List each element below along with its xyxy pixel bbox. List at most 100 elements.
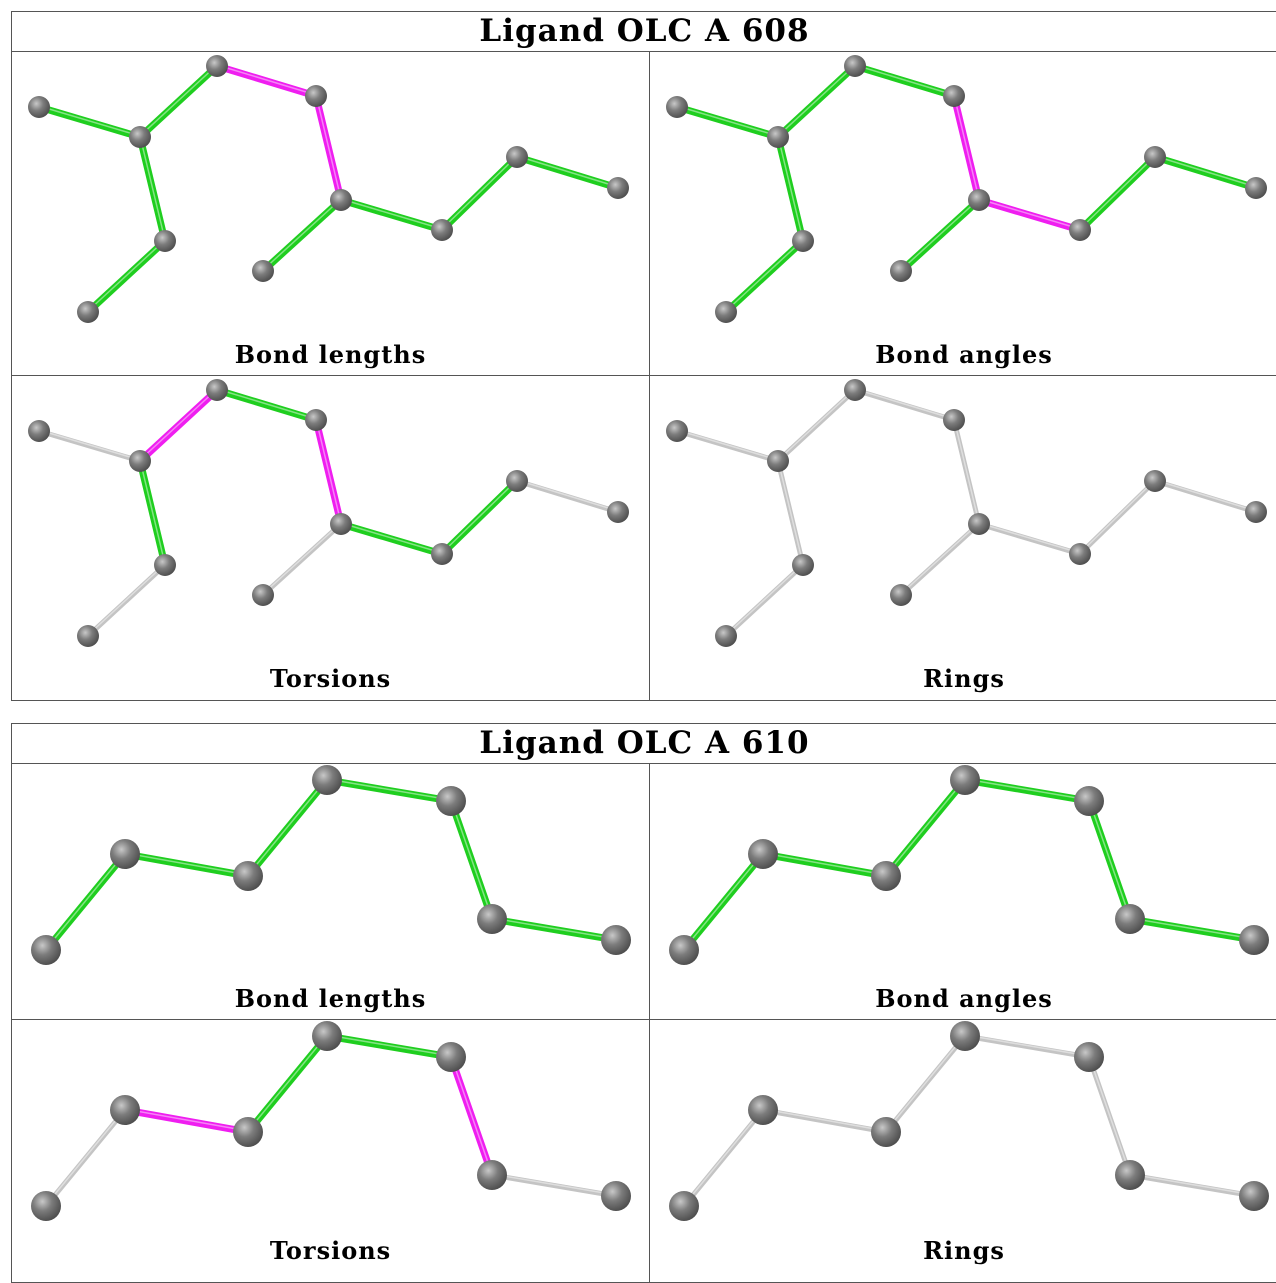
atom	[767, 126, 789, 148]
bond-highlight	[978, 198, 1081, 230]
molecule-diagram	[669, 1021, 1269, 1221]
bond-highlight	[216, 64, 317, 96]
atom	[1115, 904, 1145, 934]
panel-divider	[649, 763, 650, 1283]
atom	[129, 450, 151, 472]
bond-highlight	[900, 522, 980, 595]
atom	[252, 260, 274, 282]
bond	[489, 1172, 619, 1199]
atom	[792, 554, 814, 576]
molecule-diagram	[28, 379, 629, 647]
bond	[760, 1107, 889, 1135]
bond-highlight	[450, 1055, 493, 1175]
bond-highlight	[139, 459, 166, 565]
atom	[252, 584, 274, 606]
atom	[77, 301, 99, 323]
atom	[950, 1021, 980, 1051]
bond	[775, 458, 806, 568]
bond	[337, 196, 446, 234]
bond	[514, 478, 621, 515]
bond-highlight	[1088, 1055, 1131, 1175]
atom	[1144, 470, 1166, 492]
bond-highlight	[326, 1034, 452, 1057]
bond	[1126, 915, 1258, 944]
bond	[774, 62, 859, 141]
atom	[330, 513, 352, 535]
bond	[673, 103, 782, 141]
bond-highlight	[315, 418, 342, 524]
atom	[748, 839, 778, 869]
bond-highlight	[516, 155, 619, 188]
panel-bond-angles: Bond angles	[650, 52, 1276, 375]
bond-highlight	[964, 778, 1090, 801]
panel-label: Rings	[923, 1236, 1005, 1265]
atom	[601, 1181, 631, 1211]
bond	[438, 477, 521, 558]
bond	[1086, 1054, 1133, 1178]
bond	[488, 915, 620, 944]
bond-highlight	[762, 1108, 887, 1132]
atom	[206, 55, 228, 77]
bond	[447, 1053, 496, 1179]
panel-label: Bond lengths	[234, 984, 427, 1013]
ligand-block-608: Ligand OLC A 608 Bond lengths Bond angle…	[11, 11, 1276, 701]
bond	[312, 92, 345, 204]
bond-highlight	[45, 1108, 126, 1206]
atom	[715, 625, 737, 647]
atom	[943, 409, 965, 431]
bond-highlight	[139, 388, 218, 461]
atom	[871, 1117, 901, 1147]
bond-highlight	[1154, 155, 1257, 188]
bond	[1127, 1172, 1257, 1199]
atom	[431, 219, 453, 241]
bond	[121, 1106, 252, 1136]
bond-highlight	[441, 479, 518, 554]
ligand-title: Ligand OLC A 608	[12, 12, 1276, 52]
bond-highlight	[326, 778, 452, 801]
bond	[951, 417, 982, 527]
bond	[447, 797, 496, 923]
bond-highlight	[676, 429, 779, 461]
bond	[775, 387, 858, 464]
bond	[774, 133, 807, 245]
bond-highlight	[1129, 1173, 1255, 1196]
bond-highlight	[725, 563, 804, 636]
atom	[666, 96, 688, 118]
atom	[436, 1042, 466, 1072]
molecule-diagram	[669, 765, 1269, 965]
bond-highlight	[216, 388, 317, 420]
panel-rings: Rings	[650, 376, 1276, 701]
atom	[601, 925, 631, 955]
bond-highlight	[340, 198, 443, 230]
bond-highlight	[1088, 799, 1131, 919]
bond	[1076, 153, 1159, 234]
bond-highlight	[1129, 917, 1255, 940]
bond	[950, 92, 983, 204]
bond-highlight	[87, 563, 166, 636]
bond	[898, 521, 982, 598]
bond	[1077, 478, 1158, 557]
atom	[844, 379, 866, 401]
bond	[136, 457, 169, 569]
bond	[259, 196, 345, 275]
bond	[213, 62, 320, 100]
panel-label: Torsions	[269, 1236, 392, 1265]
atom	[28, 96, 50, 118]
bond-highlight	[1079, 155, 1156, 230]
panel-bond-lengths: Bond lengths	[12, 52, 649, 375]
atom	[436, 786, 466, 816]
atom	[154, 554, 176, 576]
atom	[1239, 1181, 1269, 1211]
bond-highlight	[900, 198, 980, 271]
atom	[669, 1191, 699, 1221]
atom	[477, 904, 507, 934]
panel-bond-angles: Bond angles	[650, 764, 1276, 1019]
bond-highlight	[854, 64, 955, 96]
bond	[312, 416, 345, 528]
bond-highlight	[139, 64, 218, 137]
atom	[154, 230, 176, 252]
bond-highlight	[441, 155, 518, 230]
bond	[136, 386, 221, 465]
atom	[748, 1095, 778, 1125]
bond-highlight	[1154, 479, 1257, 512]
